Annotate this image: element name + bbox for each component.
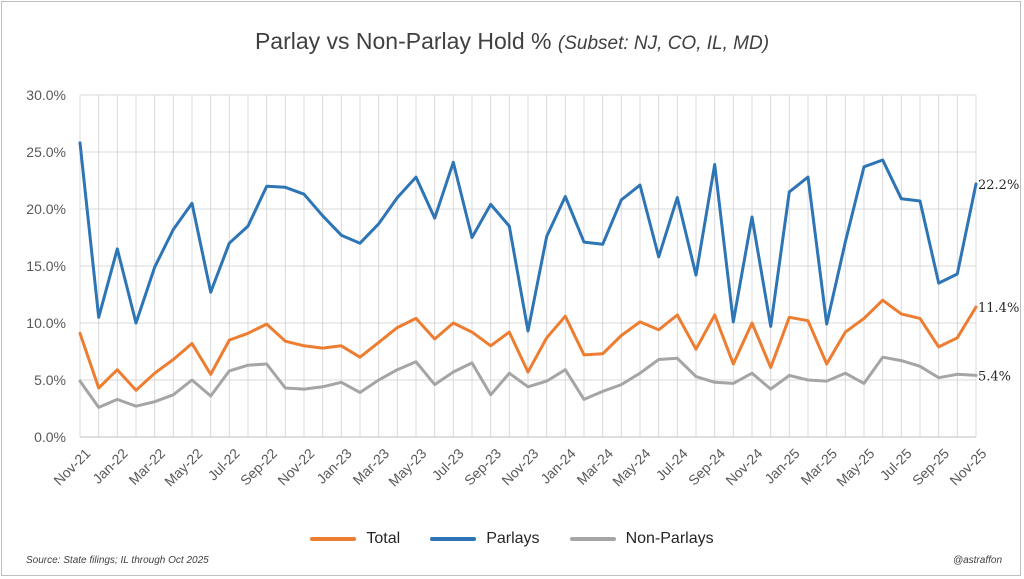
x-tick-label: Jan-22 — [89, 445, 131, 487]
legend-label: Parlays — [486, 530, 540, 547]
y-tick-label: 20.0% — [26, 201, 66, 217]
chart-legend: Total Parlays Non-Parlays — [0, 530, 1024, 548]
source-note: Source: State filings; IL through Oct 20… — [26, 555, 209, 566]
end-value-label: 5.4% — [978, 369, 1011, 384]
x-tick-label: Nov-25 — [946, 445, 989, 488]
x-tick-label: Mar-23 — [349, 445, 392, 488]
y-tick-label: 15.0% — [26, 258, 66, 274]
title-main: Parlay vs Non-Parlay Hold % — [254, 28, 552, 54]
y-tick-label: 25.0% — [26, 144, 66, 160]
legend-item: Total — [310, 530, 400, 548]
legend-item: Parlays — [430, 530, 540, 548]
chart-title: Parlay vs Non-Parlay Hold % (Subset: NJ,… — [0, 28, 1024, 55]
x-tick-label: May-22 — [161, 445, 205, 489]
x-tick-label: Mar-24 — [573, 445, 616, 488]
legend-item: Non-Parlays — [569, 530, 714, 548]
y-tick-label: 10.0% — [26, 315, 66, 331]
end-value-label: 11.4% — [978, 301, 1019, 316]
legend-swatch — [569, 537, 616, 541]
x-tick-label: Jan-25 — [761, 445, 803, 487]
x-tick-label: May-24 — [609, 445, 653, 489]
legend-swatch — [430, 537, 477, 541]
x-tick-label: May-25 — [833, 445, 877, 489]
y-tick-label: 30.0% — [26, 87, 66, 103]
series-line-parlays — [78, 141, 978, 333]
x-tick-label: Mar-22 — [125, 445, 168, 488]
x-tick-label: Sep-25 — [909, 445, 952, 488]
x-tick-label: Nov-21 — [50, 445, 93, 488]
x-tick-label: Nov-23 — [498, 445, 541, 488]
author-handle: @astraffon — [952, 555, 1002, 566]
legend-label: Non-Parlays — [625, 530, 714, 547]
x-tick-label: Sep-24 — [685, 445, 728, 488]
x-tick-label: Nov-22 — [274, 445, 317, 488]
x-tick-label: Sep-23 — [461, 445, 504, 488]
series-line-total — [78, 298, 978, 392]
x-tick-label: Mar-25 — [797, 445, 840, 488]
x-tick-label: Jan-24 — [537, 445, 579, 487]
series-line-non-parlays — [78, 355, 978, 409]
x-tick-label: Jan-23 — [313, 445, 355, 487]
title-subtitle: (Subset: NJ, CO, IL, MD) — [557, 33, 770, 54]
x-tick-label: Sep-22 — [237, 445, 280, 488]
legend-label: Total — [366, 530, 401, 547]
end-value-label: 22.2% — [978, 178, 1019, 193]
y-tick-label: 0.0% — [34, 429, 66, 445]
x-tick-label: Nov-24 — [722, 445, 765, 488]
legend-swatch — [310, 537, 357, 541]
x-tick-label: May-23 — [385, 445, 429, 489]
y-tick-label: 5.0% — [34, 372, 66, 388]
